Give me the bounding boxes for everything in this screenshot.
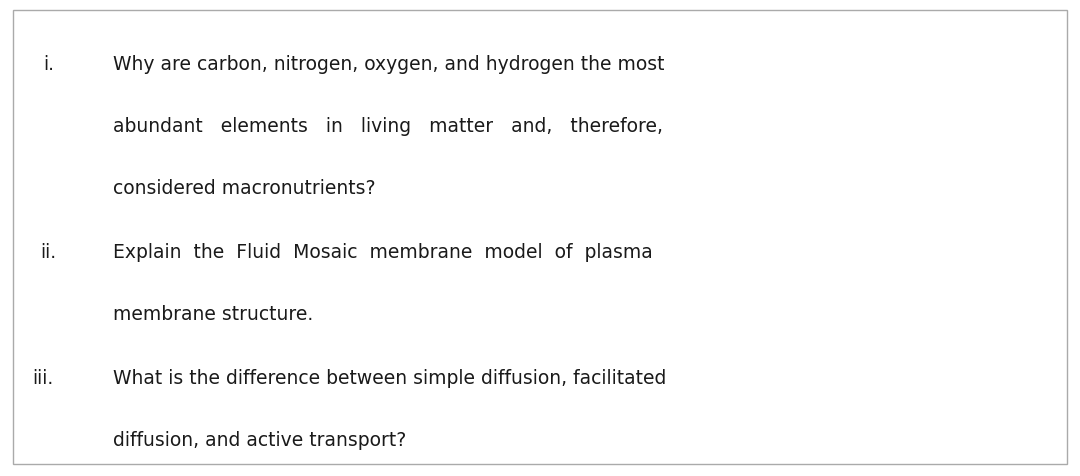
Text: What is the difference between simple diffusion, facilitated: What is the difference between simple di… (113, 369, 666, 388)
Text: abundant   elements   in   living   matter   and,   therefore,: abundant elements in living matter and, … (113, 117, 663, 136)
Text: considered macronutrients?: considered macronutrients? (113, 178, 376, 198)
Text: Explain  the  Fluid  Mosaic  membrane  model  of  plasma: Explain the Fluid Mosaic membrane model … (113, 243, 653, 262)
Text: Why are carbon, nitrogen, oxygen, and hydrogen the most: Why are carbon, nitrogen, oxygen, and hy… (113, 55, 665, 74)
Text: diffusion, and active transport?: diffusion, and active transport? (113, 431, 407, 450)
Text: iii.: iii. (32, 369, 54, 388)
Text: ii.: ii. (40, 243, 56, 262)
FancyBboxPatch shape (13, 10, 1067, 464)
Text: membrane structure.: membrane structure. (113, 305, 313, 324)
Text: i.: i. (43, 55, 54, 74)
